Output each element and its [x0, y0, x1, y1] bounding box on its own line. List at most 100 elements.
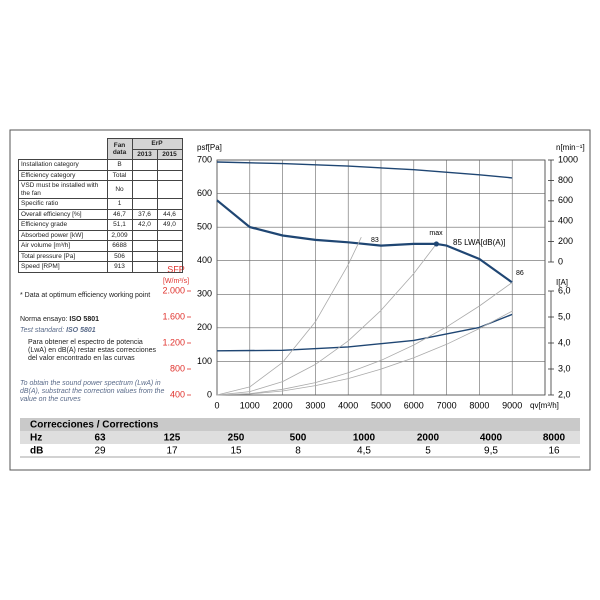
- tick-label: 4,0: [558, 337, 571, 347]
- x-axis-label: qv[m³/h]: [530, 401, 559, 410]
- value-cell: [131, 198, 158, 210]
- label-cell: Total pressure [Pa]: [18, 250, 108, 262]
- hz-cell: 250: [228, 433, 245, 444]
- table-row: Total pressure [Pa] 506: [18, 250, 183, 262]
- value-cell: 42,0: [131, 219, 158, 231]
- blank-cell: [19, 139, 108, 160]
- tick-label: 1.200: [162, 337, 185, 347]
- value-cell: [156, 261, 183, 273]
- hz-cell: 500: [290, 433, 307, 444]
- value-cell: No: [106, 180, 133, 199]
- db-cell: 4,5: [357, 446, 371, 457]
- y-tick-label: 0: [207, 389, 212, 399]
- value-cell: 44,6: [156, 208, 183, 220]
- hz-cell: 125: [164, 433, 181, 444]
- db-cell: 8: [295, 446, 301, 457]
- tick-label: 400: [558, 216, 573, 226]
- table-row: Air volume [m³/h] 6688: [18, 240, 183, 252]
- axis-label: I[A]: [556, 278, 568, 287]
- hz-cell: 1000: [353, 433, 376, 444]
- header-cell: 2013: [131, 148, 158, 160]
- value-cell: 6688: [106, 240, 133, 252]
- curve: [216, 313, 513, 352]
- value: ISO 5801: [66, 327, 96, 334]
- row-label: Hz: [30, 433, 42, 444]
- value-cell: [156, 250, 183, 262]
- value-cell: 37,6: [131, 208, 158, 220]
- y-tick-label: 300: [197, 289, 212, 299]
- value-cell: Total: [106, 169, 133, 181]
- frame: [9, 129, 591, 471]
- value-cell: 913: [106, 261, 133, 273]
- value-cell: [156, 159, 183, 171]
- table-row: Overall efficiency [%] 46,7 37,6 44,6: [18, 208, 183, 220]
- label-cell: Efficiency grade: [18, 219, 108, 231]
- y-tick-label: 700: [197, 154, 212, 164]
- tick-label: 6,0: [558, 285, 571, 295]
- header-cell: ErP: [131, 138, 183, 150]
- note: * Data at optimum efficiency working poi…: [20, 292, 151, 299]
- table-row: Speed [RPM] 913: [18, 261, 183, 273]
- table-row: Absorbed power [kW] 2,009: [18, 229, 183, 241]
- curve: [216, 243, 437, 396]
- hz-cell: 2000: [417, 433, 440, 444]
- annotation: 86: [516, 270, 524, 277]
- corrections-title-bg: [20, 418, 580, 431]
- curve: [216, 161, 513, 179]
- tick-label: 2,0: [558, 389, 571, 399]
- spanish-text: Para obtener el espectro de potencia (Lw…: [28, 339, 156, 362]
- value-cell: 2,009: [106, 229, 133, 241]
- english-text: To obtain the sound power spectrum (LwA)…: [20, 380, 165, 403]
- value-cell: 49,0: [156, 219, 183, 231]
- value-cell: [131, 180, 158, 199]
- db-cell: 29: [94, 446, 106, 457]
- value-cell: [131, 250, 158, 262]
- table-row: Installation category B: [18, 159, 183, 171]
- value-cell: 506: [106, 250, 133, 262]
- header-row: Fan data ErP: [19, 138, 183, 160]
- table-row: VSD must be installed with the fan No: [18, 180, 183, 199]
- fan-table: Fan data ErP 2013 2015 Installation category…: [18, 138, 183, 273]
- tick-label: 200: [558, 236, 573, 246]
- value-cell: [131, 159, 158, 171]
- y-tick-label: 500: [197, 222, 212, 232]
- tick-label: 1.600: [162, 311, 185, 321]
- tick-label: 1000: [558, 154, 578, 164]
- label-cell: Air volume [m³/h]: [18, 240, 108, 252]
- value-cell: [156, 180, 183, 199]
- tick-label: 400: [170, 389, 185, 399]
- hz-row-bg: [20, 431, 580, 444]
- x-tick-label: 9000: [502, 400, 522, 410]
- curve: [216, 237, 362, 396]
- label-cell: Overall efficiency [%]: [18, 208, 108, 220]
- value-cell: [131, 240, 158, 252]
- tick-label: 0: [558, 256, 563, 266]
- hz-cell: 8000: [543, 433, 566, 444]
- label-cell: Absorbed power [kW]: [18, 229, 108, 241]
- corrections-title: Correcciones / Corrections: [30, 420, 159, 431]
- label-cell: Specific ratio: [18, 198, 108, 210]
- label-cell: Installation category: [18, 159, 108, 171]
- x-tick-label: 4000: [338, 400, 358, 410]
- value-cell: 51,1: [106, 219, 133, 231]
- y-tick-label: 400: [197, 255, 212, 265]
- axis-unit: [W/m³/s]: [163, 278, 189, 285]
- header-cell: Fan data: [106, 138, 133, 160]
- curve: [216, 199, 513, 284]
- hz-cell: 4000: [480, 433, 503, 444]
- curve: [216, 282, 513, 396]
- standard-es: Norma ensayo: ISO 5801: [20, 316, 99, 324]
- tick-label: 2.000: [162, 285, 185, 295]
- header-row: 2013 2015: [19, 148, 183, 160]
- row-label: dB: [30, 446, 43, 457]
- x-tick-label: 5000: [371, 400, 391, 410]
- table-row: Efficiency grade 51,1 42,0 49,0: [18, 219, 183, 231]
- table-row: Specific ratio 1: [18, 198, 183, 210]
- value-cell: [156, 229, 183, 241]
- x-tick-label: 2000: [273, 400, 293, 410]
- y-axis-label: psf[Pa]: [197, 143, 222, 152]
- tick-label: 3,0: [558, 363, 571, 373]
- standard-en: Test standard: ISO 5801: [20, 327, 96, 335]
- value-cell: [131, 229, 158, 241]
